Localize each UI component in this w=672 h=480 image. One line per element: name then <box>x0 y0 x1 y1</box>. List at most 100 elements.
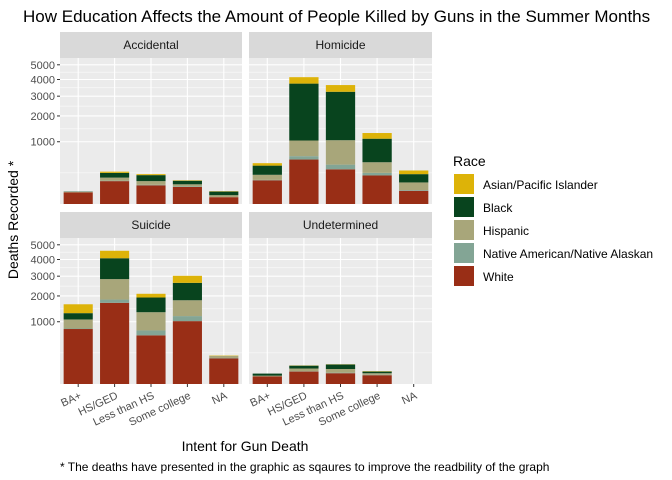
panel-strip <box>249 32 432 58</box>
y-tick-label: 1000 <box>31 317 55 329</box>
x-tick-label: NA <box>400 390 420 408</box>
bar-segment-white <box>209 358 239 384</box>
bar-segment-asian-pacific-islander <box>100 171 130 173</box>
y-tick-label: 5000 <box>31 60 55 72</box>
bar-segment-black <box>100 258 130 280</box>
bar-segment-hispanic <box>289 368 319 372</box>
bar-segment-white <box>136 185 166 204</box>
panel-strip <box>60 212 242 238</box>
bar-segment-hispanic <box>172 300 202 317</box>
bar-segment-hispanic <box>172 184 202 187</box>
panel-strip <box>60 32 242 58</box>
legend-swatch <box>454 174 474 194</box>
bar-segment-white <box>289 159 319 204</box>
legend-label: Asian/Pacific Islander <box>483 178 598 192</box>
chart-title: How Education Affects the Amount of Peop… <box>23 7 650 26</box>
bar-segment-black <box>136 297 166 313</box>
legend-label: White <box>483 270 514 284</box>
bar-segment-black <box>362 371 392 374</box>
bar-segment-white <box>289 371 319 384</box>
panel-strip-label: Homicide <box>315 38 365 52</box>
bar-segment-native-american-native-alaskan <box>63 328 93 330</box>
bar-segment-native-american-native-alaskan <box>325 372 356 374</box>
bar-segment-hispanic <box>209 195 239 198</box>
bar-segment-white <box>172 321 202 384</box>
bar-segment-asian-pacific-islander <box>325 85 356 92</box>
bar-segment-white <box>325 169 356 204</box>
bar-segment-hispanic <box>136 312 166 331</box>
y-tick-label: 1000 <box>31 137 55 149</box>
bar-segment-native-american-native-alaskan <box>399 190 429 191</box>
bar-segment-white <box>100 181 130 204</box>
panel-strip <box>249 212 432 238</box>
legend-item-white: White <box>454 266 514 286</box>
bar-less-than-hs <box>325 364 356 384</box>
bar-segment-asian-pacific-islander <box>136 174 166 176</box>
y-tick-label: 4000 <box>31 254 55 266</box>
bar-some-college <box>362 133 392 204</box>
bar-ba <box>252 373 282 384</box>
bar-segment-native-american-native-alaskan <box>136 184 166 186</box>
legend-swatch <box>454 220 474 240</box>
bar-segment-white <box>209 197 239 204</box>
bar-segment-hispanic <box>100 279 130 300</box>
panel-accidental: Accidental 1000 2000 3000 4000 5000 <box>31 32 242 204</box>
bar-segment-hispanic <box>325 140 356 165</box>
panel-strip-label: Accidental <box>123 38 178 52</box>
bar-hs-ged <box>100 171 130 204</box>
bar-segment-hispanic <box>289 140 319 157</box>
y-tick-label: 2000 <box>31 111 55 123</box>
facet-panels: Accidental 1000 2000 3000 4000 5000 Homicide Su… <box>31 32 432 384</box>
bar-segment-native-american-native-alaskan <box>172 186 202 187</box>
bar-segment-black <box>289 365 319 369</box>
bar-segment-hispanic <box>362 373 392 375</box>
bar-segment-white <box>63 192 93 204</box>
y-tick-label: 3000 <box>31 271 55 283</box>
bar-segment-hispanic <box>325 369 356 373</box>
bar-segment-white <box>252 180 282 204</box>
bar-segment-black <box>289 83 319 141</box>
bar-segment-black <box>172 180 202 185</box>
bar-segment-asian-pacific-islander <box>289 77 319 84</box>
bar-segment-native-american-native-alaskan <box>100 299 130 303</box>
panel-strip-label: Undetermined <box>303 218 378 232</box>
bar-segment-black <box>399 174 429 183</box>
legend-item-native-american-native-alaskan: Native American/Native Alaskan <box>454 243 653 263</box>
bar-segment-asian-pacific-islander <box>252 163 282 166</box>
legend-item-asian-pacific-islander: Asian/Pacific Islander <box>454 174 598 194</box>
bar-segment-white <box>172 186 202 204</box>
bar-segment-asian-pacific-islander <box>100 250 130 259</box>
bar-segment-black <box>100 172 130 178</box>
bar-segment-hispanic <box>362 162 392 173</box>
bar-segment-white <box>362 175 392 204</box>
legend-item-hispanic: Hispanic <box>454 220 529 240</box>
panel-undetermined: Undetermined <box>249 212 432 384</box>
x-tick-label: NA <box>210 390 230 408</box>
legend-item-black: Black <box>454 197 513 217</box>
x-axis-title: Intent for Gun Death <box>182 438 309 454</box>
bar-segment-black <box>362 138 392 163</box>
bar-less-than-hs <box>136 174 166 204</box>
bar-segment-black <box>325 91 356 141</box>
bar-segment-hispanic <box>63 319 93 329</box>
y-tick-label: 5000 <box>31 240 55 252</box>
bar-segment-white <box>252 376 282 384</box>
bar-ba <box>63 304 93 384</box>
bar-some-college <box>172 275 202 384</box>
y-tick-label: 3000 <box>31 91 55 103</box>
legend-label: Native American/Native Alaskan <box>483 247 653 261</box>
panel-homicide: Homicide <box>249 32 432 204</box>
bar-segment-white <box>362 375 392 384</box>
bar-segment-white <box>399 190 429 204</box>
bar-segment-black <box>325 364 356 370</box>
bar-segment-hispanic <box>136 181 166 185</box>
bar-segment-asian-pacific-islander <box>136 293 166 298</box>
bar-some-college <box>172 180 202 204</box>
bar-segment-native-american-native-alaskan <box>362 172 392 176</box>
bar-ba <box>63 191 93 204</box>
bar-segment-white <box>63 329 93 384</box>
bar-less-than-hs <box>136 293 166 384</box>
bar-some-college <box>362 371 392 384</box>
bar-segment-black <box>136 175 166 182</box>
